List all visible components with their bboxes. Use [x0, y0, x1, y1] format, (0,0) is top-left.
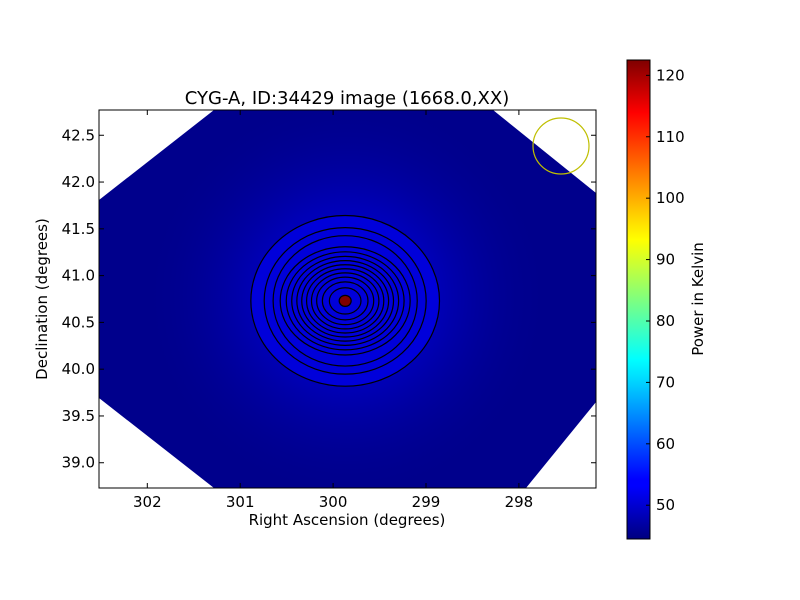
x-axis-label: Right Ascension (degrees): [249, 511, 446, 529]
x-tick-label: 300: [319, 493, 348, 511]
plot-area: [99, 110, 596, 488]
colorbar-tick-label: 70: [656, 373, 675, 391]
colorbar-label: Power in Kelvin: [689, 242, 707, 356]
y-tick-label: 39.5: [62, 407, 95, 425]
contour-line: [263, 226, 427, 375]
y-tick-label: 41.0: [62, 267, 95, 285]
colorbar-tick-label: 60: [656, 435, 675, 453]
contour-line: [301, 264, 390, 338]
chart-title: CYG-A, ID:34429 image (1668.0,XX): [185, 88, 509, 109]
colorbar-tick-label: 90: [656, 251, 675, 269]
contour-line: [310, 272, 380, 330]
beam-marker: [532, 117, 590, 175]
y-tick-label: 42.0: [62, 173, 95, 191]
contour-line: [305, 268, 385, 334]
contour-line: [250, 214, 441, 387]
colorbar-tick-label: 110: [656, 128, 685, 146]
source-peak: [338, 294, 352, 307]
plot-frame: [98, 109, 597, 489]
y-tick-label: 39.0: [62, 454, 95, 472]
y-axis-label: Declination (degrees): [33, 218, 51, 380]
x-tick-label: 298: [505, 493, 534, 511]
contour-line: [328, 287, 362, 315]
colorbar-tick-label: 120: [656, 66, 685, 84]
x-axis: 302 301 300 299 298: [133, 110, 533, 511]
colorbar: [626, 59, 651, 540]
x-tick-label: 301: [226, 493, 255, 511]
contour-line: [321, 281, 369, 321]
colorbar-tick-label: 100: [656, 189, 685, 207]
colorbar-tick-label: 80: [656, 312, 675, 330]
y-tick-label: 41.5: [62, 220, 95, 238]
contour-line: [279, 246, 411, 356]
colorbar-tick-label: 50: [656, 496, 675, 514]
y-tick-label: 40.0: [62, 360, 95, 378]
x-tick-label: 302: [133, 493, 162, 511]
contour-line: [296, 260, 395, 342]
contour-lines: [250, 214, 441, 387]
y-axis: 39.0 39.5 40.0 40.5 41.0 41.5 42.0 42.5: [62, 126, 596, 472]
y-tick-label: 40.5: [62, 313, 95, 331]
contour-line: [272, 235, 418, 367]
contour-line: [291, 255, 400, 346]
y-tick-label: 42.5: [62, 126, 95, 144]
contour-line: [316, 276, 375, 326]
contour-line: [285, 251, 405, 351]
colorbar-ticks: 50 60 70 80 90 100 110 120: [646, 66, 685, 514]
x-tick-label: 299: [412, 493, 441, 511]
